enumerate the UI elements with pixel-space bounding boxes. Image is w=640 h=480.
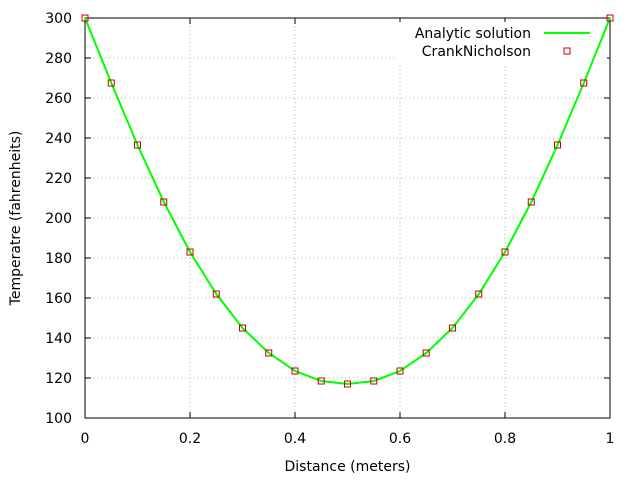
data-point-cranknicholson xyxy=(212,290,220,298)
tick-layer: 100 120 140 160 180 200 220 240 260 280 300 0 0.2 0.4… xyxy=(45,11,614,447)
data-point-cranknicholson xyxy=(606,14,614,22)
legend: Analytic solution CrankNicholson xyxy=(415,26,590,60)
series-line-analytic xyxy=(84,17,611,386)
x-tick-label: 0 xyxy=(81,431,90,447)
data-point-cranknicholson xyxy=(580,79,588,87)
legend-label-cranknicholson: CrankNicholson xyxy=(422,44,531,60)
y-tick-label: 300 xyxy=(45,11,72,27)
x-tick-label: 0.6 xyxy=(389,431,411,447)
x-tick-label: 0.8 xyxy=(494,431,516,447)
data-point-cranknicholson xyxy=(317,377,325,385)
y-tick-label: 160 xyxy=(45,291,72,307)
y-tick-label: 260 xyxy=(45,91,72,107)
y-tick-label: 220 xyxy=(45,171,72,187)
y-tick-label: 180 xyxy=(45,251,72,267)
y-axis-title: Temperatre (fahrenheits) xyxy=(8,131,24,307)
label-layer: Distance (meters) Temperatre (fahrenheit… xyxy=(8,131,411,475)
x-tick-label: 0.2 xyxy=(179,431,201,447)
plot-frame xyxy=(84,17,611,419)
data-point-cranknicholson xyxy=(265,349,273,357)
y-tick-label: 200 xyxy=(45,211,72,227)
data-point-cranknicholson xyxy=(107,79,115,87)
data-point-cranknicholson xyxy=(134,141,141,149)
data-point-cranknicholson xyxy=(554,141,561,149)
data-point-cranknicholson xyxy=(501,248,509,256)
data-point-cranknicholson xyxy=(449,324,456,332)
data-point-cranknicholson xyxy=(160,198,168,206)
series-layer xyxy=(81,14,614,388)
x-tick-label: 1 xyxy=(606,431,615,447)
data-point-cranknicholson xyxy=(81,14,89,22)
legend-label-analytic: Analytic solution xyxy=(415,26,531,42)
legend-background xyxy=(395,22,607,64)
y-tick-label: 100 xyxy=(45,411,72,427)
data-point-cranknicholson xyxy=(527,198,535,206)
data-point-cranknicholson xyxy=(396,367,404,375)
y-tick-label: 120 xyxy=(45,371,72,387)
data-point-cranknicholson xyxy=(239,324,246,332)
x-tick-label: 0.4 xyxy=(284,431,306,447)
y-tick-label: 280 xyxy=(45,51,72,67)
data-point-cranknicholson xyxy=(370,377,378,385)
data-point-cranknicholson xyxy=(291,367,299,375)
y-tick-label: 240 xyxy=(45,131,72,147)
x-axis-title: Distance (meters) xyxy=(285,459,411,475)
data-point-cranknicholson xyxy=(186,248,194,256)
legend-swatch-cranknicholson xyxy=(563,47,571,55)
y-tick-label: 140 xyxy=(45,331,72,347)
grid-layer xyxy=(85,18,610,418)
data-point-cranknicholson xyxy=(422,349,430,357)
data-point-cranknicholson xyxy=(344,380,351,388)
data-point-cranknicholson xyxy=(475,290,483,298)
